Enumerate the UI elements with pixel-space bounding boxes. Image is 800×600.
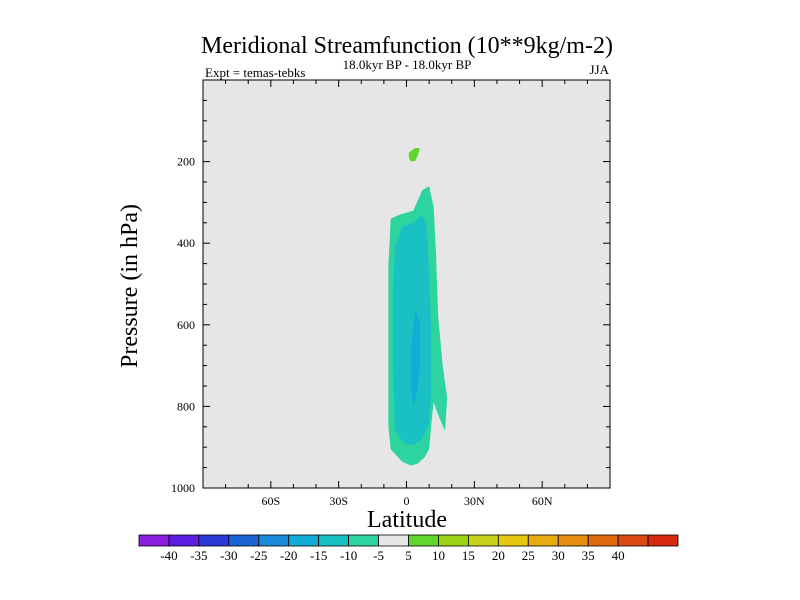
colorbar-label: -25 [250, 548, 267, 563]
colorbar-swatch [288, 534, 320, 547]
x-tick-label: 60N [532, 494, 553, 508]
x-tick-label: 60S [261, 494, 280, 508]
contour-region-positive-5-10 [408, 147, 421, 162]
chart-title: Meridional Streamfunction (10**9kg/m-2) [201, 33, 613, 59]
colorbar-swatch [467, 534, 499, 547]
contour-region-negative-15-20 [411, 308, 421, 407]
colorbar-swatch [438, 534, 469, 547]
colorbar-swatch [647, 534, 679, 547]
colorbar-label: 40 [612, 548, 625, 563]
colorbar-label: 10 [432, 548, 445, 563]
y-tick-label: 800 [177, 399, 195, 413]
colorbar-swatch [408, 534, 439, 547]
colorbar-swatch [198, 534, 230, 547]
colorbar-swatch [527, 534, 559, 547]
x-tick-label: 0 [404, 494, 410, 508]
y-tick-label: 400 [177, 236, 195, 250]
colorbar-swatch [378, 534, 409, 547]
colorbar-label: 35 [582, 548, 595, 563]
y-tick-label: 600 [177, 318, 195, 332]
season-label: JJA [589, 62, 609, 77]
contour-fill-layer [388, 147, 448, 466]
experiment-label: Expt = temas-tebks [205, 65, 305, 80]
colorbar-label: -10 [340, 548, 357, 563]
colorbar-swatch [557, 534, 589, 547]
x-tick-label: 30N [464, 494, 485, 508]
colorbar-swatch [168, 534, 200, 547]
colorbar-label: 30 [552, 548, 565, 563]
colorbar-swatch [587, 534, 619, 547]
colorbar-swatch [617, 534, 649, 547]
colorbar-label: -30 [220, 548, 237, 563]
colorbar-label: 25 [522, 548, 535, 563]
colorbar-swatch [318, 534, 350, 547]
colorbar-label: -35 [190, 548, 207, 563]
colorbar-swatch [258, 534, 290, 547]
colorbar-swatch [228, 534, 260, 547]
colorbar-swatch [138, 534, 170, 547]
colorbar-label: 20 [492, 548, 505, 563]
colorbar: -40 -35 -30 -25 -20 -15 -10 -5 5 10 15 20 25 30 35 40 [138, 534, 679, 563]
y-tick-label: 1000 [171, 481, 195, 495]
axis-ticks: 60S 30S 0 30N 60N 200 400 600 800 1000 [171, 79, 611, 508]
y-axis-title: Pressure (in hPa) [117, 204, 143, 368]
colorbar-label: -40 [160, 548, 177, 563]
x-axis-title: Latitude [367, 507, 447, 533]
x-tick-label: 30S [329, 494, 348, 508]
contour-region-negative-10-15 [392, 214, 432, 446]
colorbar-label: -5 [373, 548, 384, 563]
y-tick-label: 200 [177, 155, 195, 169]
colorbar-label: 5 [405, 548, 412, 563]
colorbar-label: -15 [310, 548, 327, 563]
colorbar-swatch [348, 534, 379, 547]
colorbar-label: 15 [462, 548, 475, 563]
colorbar-swatch [497, 534, 529, 547]
colorbar-label: -20 [280, 548, 297, 563]
time-period-label: 18.0kyr BP - 18.0kyr BP [343, 57, 472, 72]
